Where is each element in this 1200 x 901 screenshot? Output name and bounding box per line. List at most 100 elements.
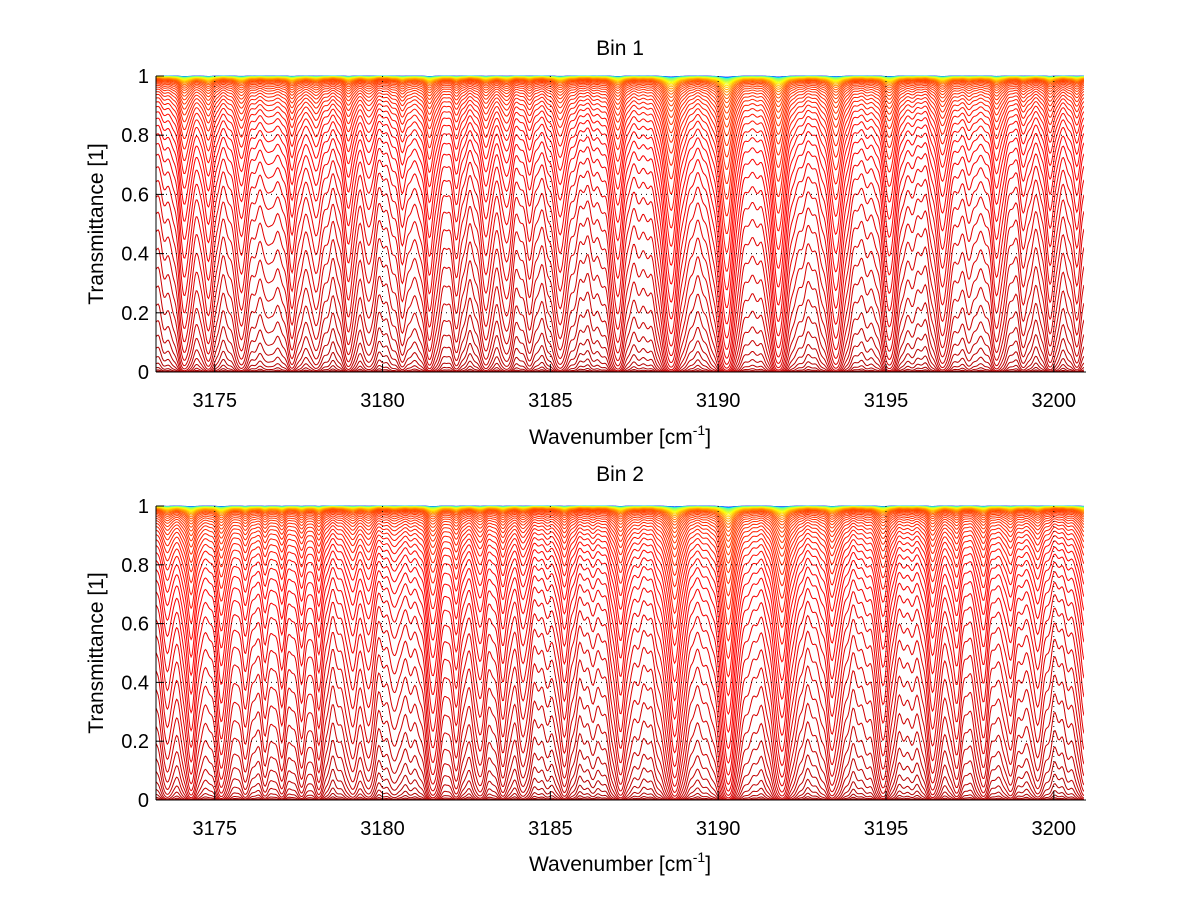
series-line-26 — [156, 518, 1084, 597]
series-line-21 — [156, 81, 1084, 121]
series-line-45 — [156, 285, 1084, 372]
series-group — [156, 75, 1084, 372]
series-line-43 — [156, 674, 1084, 800]
y-tick-label: 0.6 — [121, 614, 149, 636]
series-line-36 — [156, 571, 1084, 764]
series-line-38 — [156, 166, 1084, 359]
y-tick-label: 0.8 — [121, 125, 149, 147]
x-tick-label: 3200 — [1032, 390, 1077, 412]
x-tick-label: 3180 — [360, 390, 405, 412]
x-tick-label: 3200 — [1032, 818, 1077, 840]
series-line-23 — [156, 83, 1084, 137]
series-line-43 — [156, 247, 1084, 372]
series-line-31 — [156, 535, 1084, 678]
series-line-16 — [156, 77, 1084, 96]
y-axis-label: Transmittance [1] — [85, 143, 108, 304]
series-line-29 — [156, 97, 1084, 217]
series-line-44 — [156, 693, 1084, 800]
series-line-18 — [156, 508, 1084, 532]
series-line-21 — [156, 510, 1084, 549]
series-line-40 — [156, 622, 1084, 796]
y-tick-label: 0.2 — [121, 731, 149, 753]
series-line-25 — [156, 86, 1084, 158]
series-line-33 — [156, 117, 1084, 291]
series-line-39 — [156, 179, 1084, 365]
chart-title: Bin 2 — [596, 463, 644, 486]
x-tick-label: 3190 — [696, 818, 741, 840]
x-tick-label: 3190 — [696, 390, 741, 412]
x-tick-label: 3195 — [864, 818, 909, 840]
series-line-30 — [156, 101, 1084, 235]
series-line-29 — [156, 526, 1084, 642]
y-tick-label: 0.4 — [121, 672, 149, 694]
series-line-32 — [156, 540, 1084, 697]
series-line-50 — [156, 355, 1084, 372]
y-tick-label: 0.4 — [121, 244, 149, 266]
series-line-22 — [156, 82, 1084, 128]
series-line-44 — [156, 266, 1084, 372]
series-line-46 — [156, 729, 1084, 800]
series-line-37 — [156, 153, 1084, 350]
series-line-28 — [156, 93, 1084, 200]
series-line-34 — [156, 124, 1084, 309]
series-line-40 — [156, 195, 1084, 369]
y-tick-label: 1 — [138, 66, 149, 88]
series-line-27 — [156, 520, 1084, 611]
x-tick-label: 3175 — [192, 818, 237, 840]
y-axis-label: Transmittance [1] — [85, 572, 108, 733]
series-line-33 — [156, 546, 1084, 716]
panel-bin-2: Bin 2 0 0.2 0.4 0.6 0.8 1 3175 3180 3185 3190 3195… — [85, 463, 1086, 876]
series-line-46 — [156, 303, 1084, 372]
y-tick-label: 0.6 — [121, 184, 149, 206]
series-line-20 — [156, 80, 1084, 114]
series-line-24 — [156, 514, 1084, 574]
series-line-41 — [156, 638, 1084, 799]
x-tick-label: 3195 — [864, 390, 909, 412]
plot-area: 0 0.2 0.4 0.6 0.8 1 3175 3180 3185 3190 3195 3200 — [121, 496, 1086, 840]
x-tick-label: 3180 — [360, 818, 405, 840]
y-tick-label: 0 — [138, 362, 149, 384]
series-line-34 — [156, 553, 1084, 734]
series-line-19 — [156, 509, 1084, 537]
series-line-42 — [156, 656, 1084, 800]
series-line-35 — [156, 133, 1084, 325]
series-line-23 — [156, 513, 1084, 564]
series-line-19 — [156, 79, 1084, 108]
series-line-36 — [156, 142, 1084, 339]
series-line-17 — [156, 78, 1084, 99]
series-line-26 — [156, 88, 1084, 170]
y-tick-label: 0.2 — [121, 303, 149, 325]
series-line-42 — [156, 229, 1084, 372]
series-line-24 — [156, 84, 1084, 147]
series-line-17 — [156, 508, 1084, 529]
x-tick-label: 3185 — [528, 818, 573, 840]
plot-background — [156, 506, 1084, 800]
x-tick-label: 3185 — [528, 390, 573, 412]
series-line-38 — [156, 594, 1084, 786]
chart-title: Bin 1 — [596, 37, 644, 60]
series-line-32 — [156, 111, 1084, 272]
x-axis-label: Wavenumber [cm-1] — [529, 422, 711, 449]
series-line-41 — [156, 211, 1084, 371]
series-line-37 — [156, 582, 1084, 776]
y-tick-label: 1 — [138, 496, 149, 518]
series-line-27 — [156, 91, 1084, 185]
series-line-45 — [156, 711, 1084, 800]
series-line-16 — [156, 507, 1084, 525]
series-line-25 — [156, 516, 1084, 585]
series-line-28 — [156, 523, 1084, 626]
series-line-39 — [156, 607, 1084, 792]
series-line-31 — [156, 105, 1084, 253]
series-line-18 — [156, 78, 1084, 104]
series-line-22 — [156, 512, 1084, 556]
series-line-30 — [156, 530, 1084, 660]
x-axis-label: Wavenumber [cm-1] — [529, 849, 711, 876]
y-tick-label: 0 — [138, 790, 149, 812]
x-tick-label: 3175 — [192, 390, 237, 412]
panel-bin-1: Bin 1 0 0.2 0.4 0.6 0.8 1 3175 3180 3185 3190 3195… — [85, 37, 1086, 449]
y-tick-label: 0.8 — [121, 555, 149, 577]
plot-area: 0 0.2 0.4 0.6 0.8 1 3175 3180 3185 3190 3195 3200 — [121, 66, 1086, 412]
series-line-35 — [156, 561, 1084, 750]
series-line-15 — [156, 507, 1084, 522]
